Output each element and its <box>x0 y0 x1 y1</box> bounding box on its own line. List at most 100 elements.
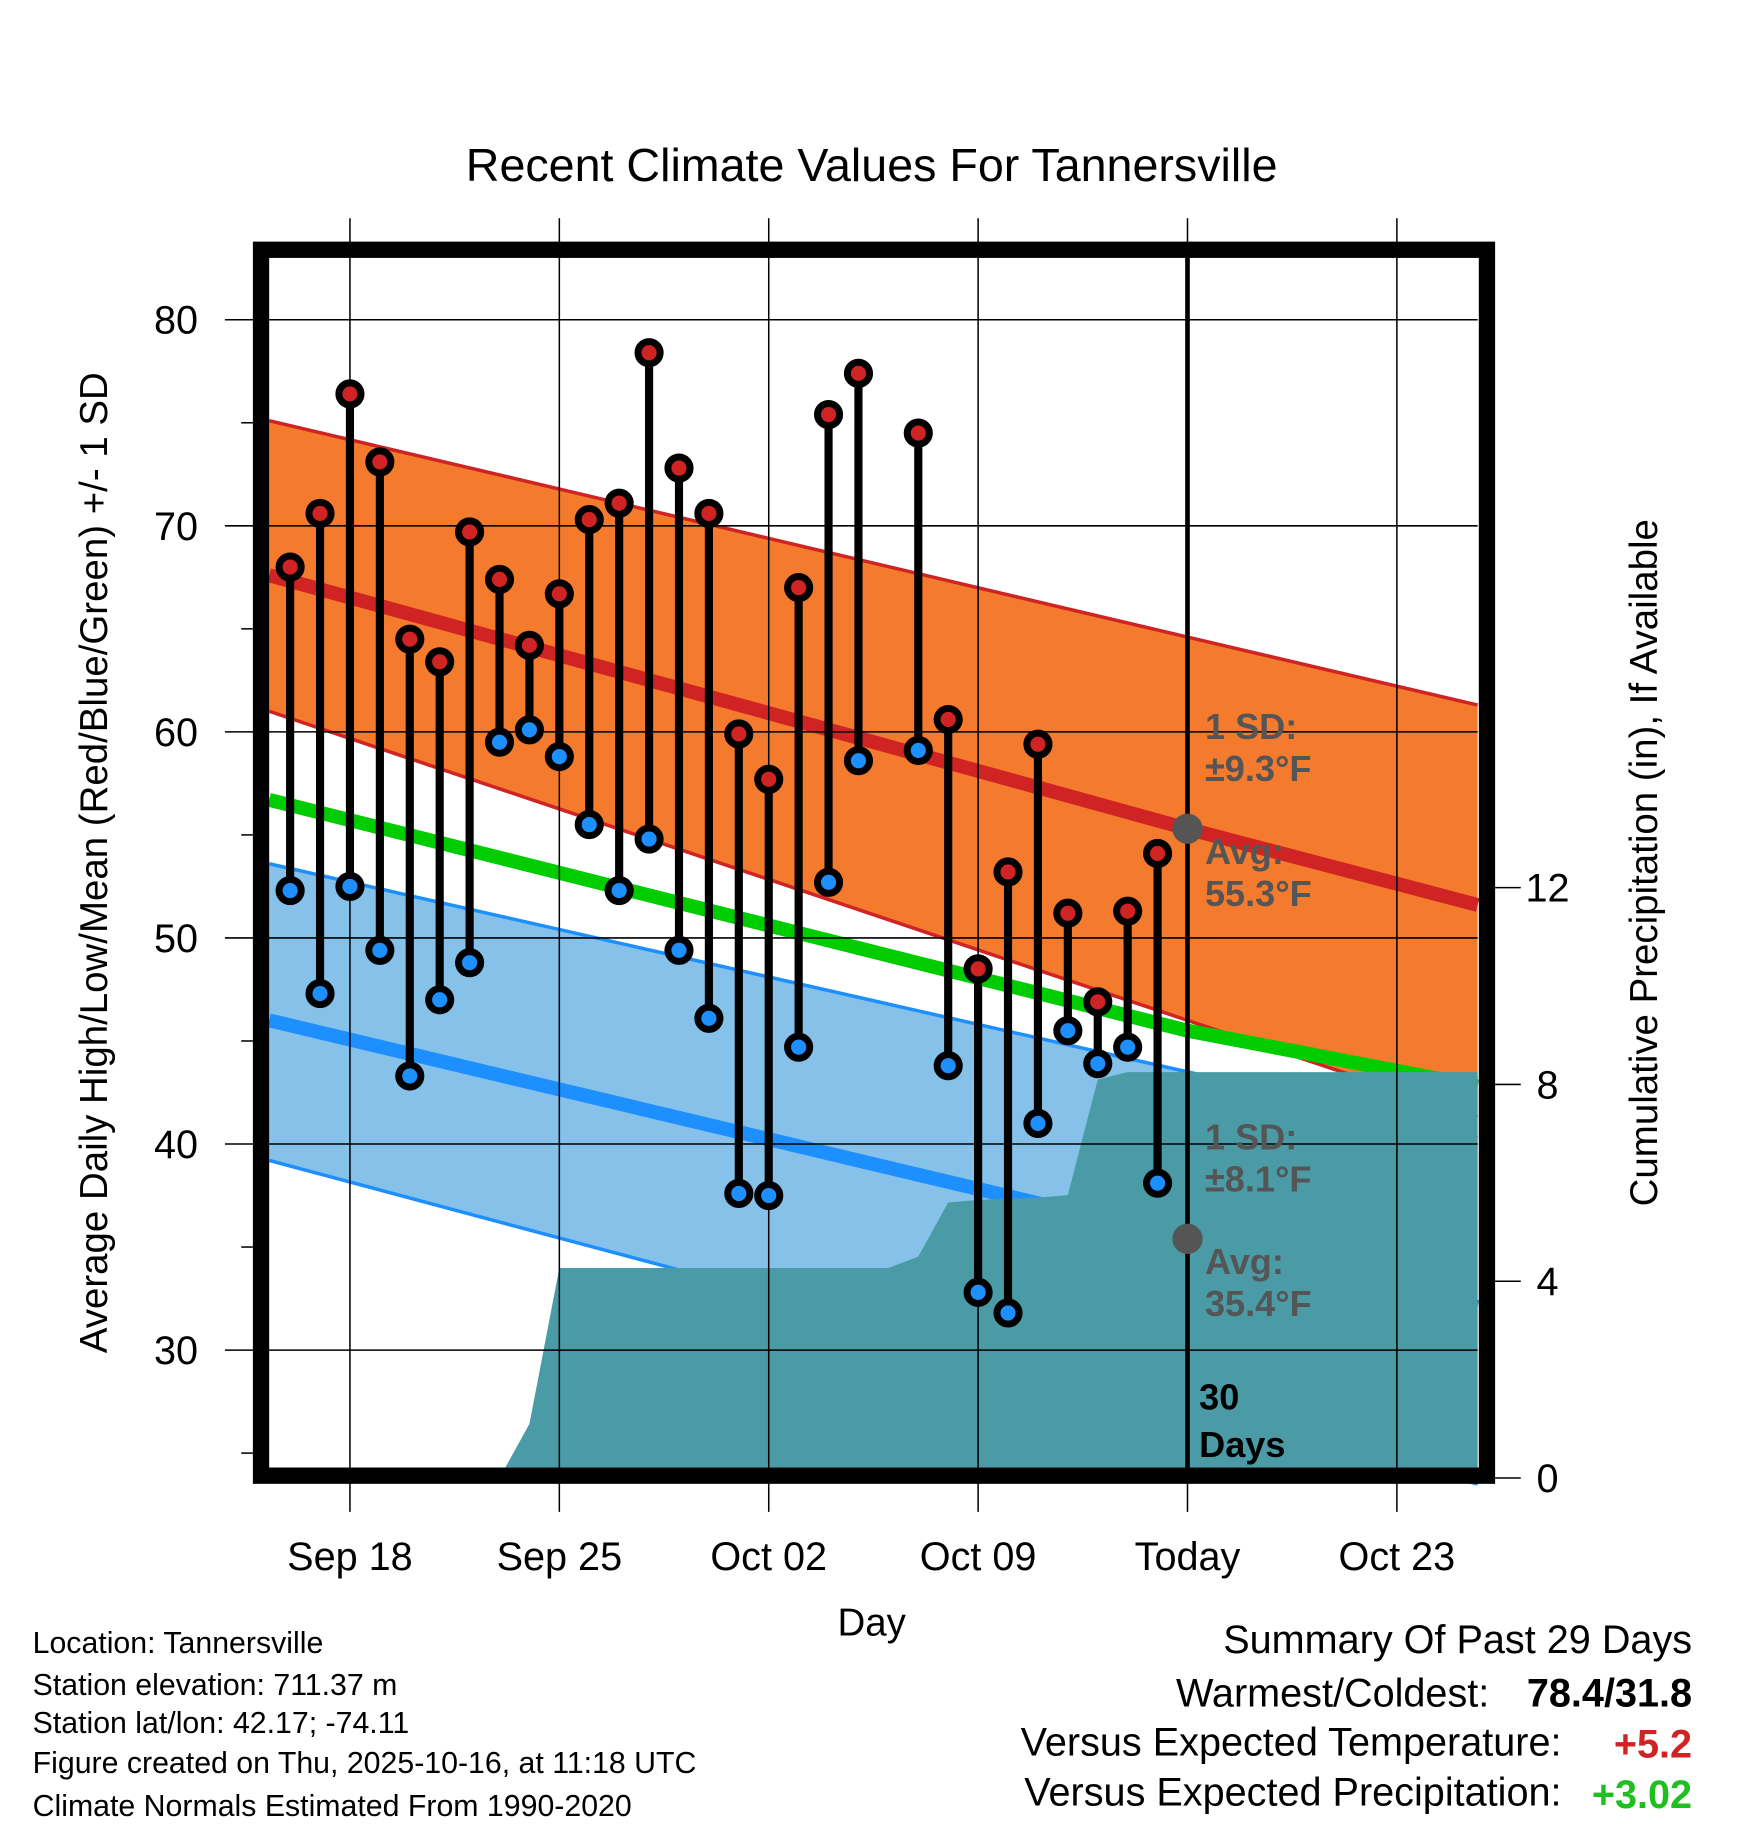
daily-low-point <box>694 1003 724 1033</box>
daily-low-point <box>1023 1108 1053 1138</box>
daily-low-point <box>365 935 395 965</box>
y-axis-label: Average Daily High/Low/Mean (Red/Blue/Gr… <box>73 372 116 1353</box>
daily-low-point <box>664 935 694 965</box>
daily-high-point <box>275 552 305 582</box>
daily-high-point <box>305 498 335 529</box>
daily-low-point <box>843 746 874 776</box>
daily-high-point <box>903 418 933 448</box>
y2-tick-label: 4 <box>1537 1260 1559 1304</box>
daily-low-point <box>275 875 305 906</box>
footer-latlon: Station lat/lon: 42.17; -74.11 <box>33 1707 410 1740</box>
daily-high-point <box>993 857 1023 887</box>
high-avg-marker <box>1172 813 1203 844</box>
daily-high-point <box>933 704 963 735</box>
high-avg-label: Avg: <box>1205 831 1284 872</box>
summary-precip-label: Versus Expected Precipitation: <box>1024 1770 1561 1814</box>
chart-title: Recent Climate Values For Tannersville <box>466 139 1278 191</box>
daily-high-point <box>1143 838 1173 869</box>
daily-low-point <box>514 715 544 745</box>
summary-temp-label: Versus Expected Temperature: <box>1021 1720 1562 1764</box>
daily-high-point <box>544 579 574 609</box>
high-sd-value: ±9.3°F <box>1205 748 1312 789</box>
summary-title: Summary Of Past 29 Days <box>1223 1618 1692 1662</box>
window-days-number: 30 <box>1199 1376 1239 1417</box>
daily-low-point <box>754 1180 784 1211</box>
high-sd-label: 1 SD: <box>1205 706 1297 747</box>
daily-high-point <box>1113 896 1143 926</box>
summary-precip-value: +3.02 <box>1592 1773 1692 1817</box>
y-tick-label: 40 <box>154 1123 198 1167</box>
y-tick-label: 80 <box>154 299 198 343</box>
x-tick-label: Today <box>1135 1535 1241 1579</box>
footer-normals: Climate Normals Estimated From 1990-2020 <box>33 1790 632 1823</box>
daily-low-point <box>963 1277 993 1307</box>
x-axis-label: Day <box>837 1601 906 1644</box>
daily-high-point <box>754 764 784 794</box>
daily-low-point <box>484 727 515 757</box>
x-tick-label: Oct 09 <box>920 1535 1037 1579</box>
daily-high-point <box>604 488 634 518</box>
summary-warm-cold-label: Warmest/Coldest: <box>1176 1671 1489 1715</box>
daily-low-point <box>933 1051 963 1081</box>
x-tick-label: Oct 23 <box>1339 1535 1456 1579</box>
daily-high-point <box>843 358 874 388</box>
daily-high-point <box>455 517 485 547</box>
daily-high-point <box>335 379 365 409</box>
window-days-unit: Days <box>1199 1424 1285 1465</box>
low-avg-value: 35.4°F <box>1205 1283 1312 1324</box>
daily-high-point <box>694 498 724 529</box>
precipitation-area <box>269 1072 1478 1479</box>
daily-high-point <box>484 564 515 594</box>
daily-low-point <box>335 871 365 901</box>
daily-low-point <box>634 824 664 854</box>
daily-high-point <box>1083 987 1113 1017</box>
plot-area: Sep 18 Sep 25 Oct 02 Oct 09 Today Oct 2330405… <box>154 218 1570 1579</box>
daily-high-point <box>784 573 814 603</box>
summary-warm-cold-value: 78.4/31.8 <box>1527 1671 1692 1715</box>
low-sd-value: ±8.1°F <box>1205 1158 1312 1199</box>
footer-info: Location: Tannersville Station elevation… <box>33 1627 697 1823</box>
daily-low-point <box>903 735 933 765</box>
daily-low-point <box>1113 1032 1143 1062</box>
daily-high-point <box>395 624 425 654</box>
low-avg-label: Avg: <box>1205 1241 1284 1282</box>
daily-low-point <box>544 742 574 772</box>
daily-low-point <box>724 1178 754 1209</box>
y2-tick-label: 8 <box>1537 1063 1559 1107</box>
y-tick-label: 30 <box>154 1329 198 1373</box>
low-sd-label: 1 SD: <box>1205 1116 1297 1157</box>
daily-high-point <box>634 338 664 368</box>
footer-elevation: Station elevation: 711.37 m <box>33 1669 398 1702</box>
daily-low-point <box>993 1298 1023 1328</box>
daily-low-point <box>305 979 335 1009</box>
daily-high-point <box>1023 729 1053 759</box>
y-tick-label: 60 <box>154 711 198 755</box>
daily-low-point <box>1053 1016 1083 1046</box>
y2-tick-label: 0 <box>1537 1457 1559 1501</box>
daily-low-point <box>425 985 455 1015</box>
daily-high-point <box>425 647 455 677</box>
daily-high-point <box>963 954 993 984</box>
daily-low-point <box>455 948 485 978</box>
x-tick-label: Sep 18 <box>287 1535 413 1579</box>
daily-high-point <box>813 399 844 430</box>
plot-frame <box>252 241 1496 1484</box>
daily-low-point <box>784 1032 814 1062</box>
low-avg-marker <box>1172 1223 1203 1254</box>
summary-panel: Summary Of Past 29 Days Warmest/Coldest:… <box>1021 1618 1692 1817</box>
x-tick-label: Sep 25 <box>497 1535 623 1579</box>
daily-low-point <box>813 867 844 897</box>
footer-created: Figure created on Thu, 2025-10-16, at 11… <box>33 1747 697 1780</box>
summary-temp-value: +5.2 <box>1614 1723 1692 1767</box>
x-tick-label: Oct 02 <box>710 1535 827 1579</box>
daily-high-point <box>664 453 694 483</box>
daily-low-point <box>395 1061 425 1091</box>
daily-high-point <box>1053 898 1083 928</box>
y-tick-label: 50 <box>154 917 198 961</box>
daily-low-point <box>1083 1049 1113 1079</box>
y-tick-label: 70 <box>154 505 198 549</box>
daily-low-point <box>1143 1168 1173 1198</box>
daily-low-point <box>574 810 604 840</box>
daily-high-point <box>724 719 754 749</box>
